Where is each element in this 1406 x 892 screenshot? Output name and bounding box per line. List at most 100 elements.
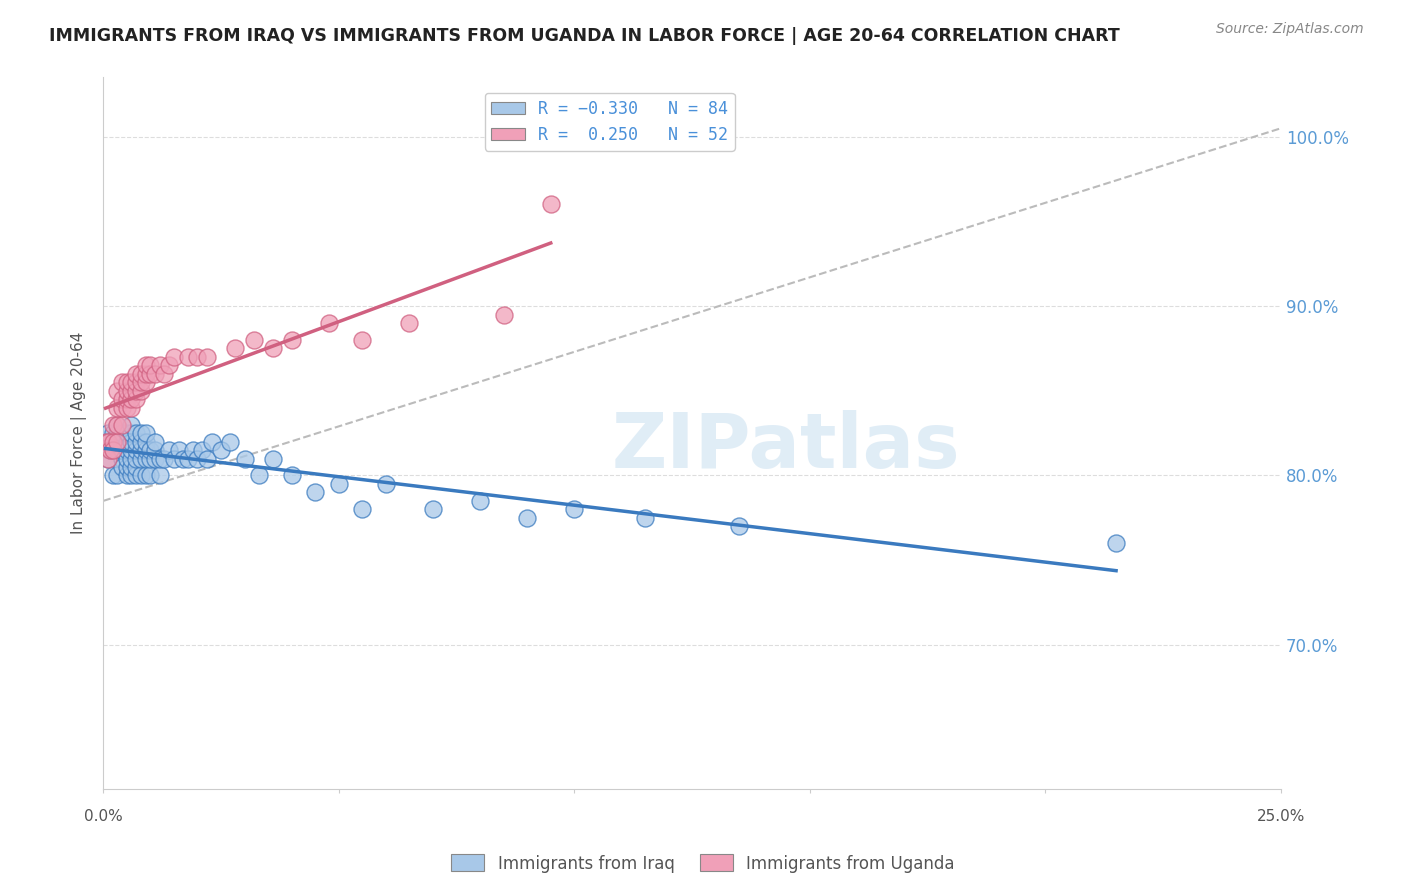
Point [468,494,491,508]
Point [121,376,143,390]
Point [262,451,284,466]
Point [177,451,200,466]
Point [139,367,162,381]
Point [135,426,157,441]
Point [97,451,120,466]
Legend: R = −0.330   N = 84, R =  0.250   N = 52: R = −0.330 N = 84, R = 0.250 N = 52 [485,93,735,151]
Text: 0.0%: 0.0% [84,809,122,824]
Text: ZIPatlas: ZIPatlas [612,410,960,484]
Point [135,443,157,458]
Point [98,443,121,458]
Point [97,434,120,449]
Point [105,468,128,483]
Point [728,519,751,533]
Point [125,468,148,483]
Point [101,417,124,432]
Point [209,443,232,458]
Point [139,468,162,483]
Point [1105,536,1128,550]
Point [135,451,157,466]
Point [129,426,152,441]
Point [135,367,157,381]
Point [115,460,138,475]
Point [139,443,162,458]
Point [105,417,128,432]
Point [125,392,148,407]
Point [105,426,128,441]
Point [163,350,186,364]
Point [101,434,124,449]
Point [153,451,176,466]
Point [111,417,134,432]
Point [200,434,222,449]
Point [115,392,138,407]
Point [111,392,134,407]
Point [129,451,152,466]
Point [219,434,242,449]
Point [111,443,134,458]
Point [195,451,218,466]
Text: IMMIGRANTS FROM IRAQ VS IMMIGRANTS FROM UGANDA IN LABOR FORCE | AGE 20-64 CORREL: IMMIGRANTS FROM IRAQ VS IMMIGRANTS FROM … [49,27,1121,45]
Point [125,426,148,441]
Point [111,376,134,390]
Point [167,443,190,458]
Point [129,376,152,390]
Point [280,468,302,483]
Point [634,511,657,525]
Text: 25.0%: 25.0% [1257,809,1305,824]
Point [104,434,127,449]
Point [186,350,208,364]
Point [111,401,134,415]
Point [186,451,208,466]
Point [115,468,138,483]
Point [125,376,148,390]
Point [398,316,420,330]
Point [121,401,143,415]
Point [135,376,157,390]
Point [195,350,218,364]
Point [149,359,172,373]
Point [143,443,166,458]
Point [105,434,128,449]
Point [149,468,172,483]
Point [233,451,256,466]
Point [139,359,162,373]
Point [105,443,128,458]
Point [111,451,134,466]
Point [280,333,302,347]
Point [181,443,204,458]
Point [121,443,143,458]
Point [125,443,148,458]
Point [97,451,120,466]
Point [115,434,138,449]
Point [111,460,134,475]
Point [143,434,166,449]
Point [97,426,120,441]
Point [224,342,246,356]
Point [129,367,152,381]
Point [94,434,117,449]
Point [540,197,562,211]
Legend: Immigrants from Iraq, Immigrants from Uganda: Immigrants from Iraq, Immigrants from Ug… [444,847,962,880]
Point [115,426,138,441]
Point [157,443,180,458]
Point [163,451,186,466]
Point [121,384,143,398]
Point [125,451,148,466]
Point [139,451,162,466]
Point [143,367,166,381]
Point [115,376,138,390]
Point [105,417,128,432]
Point [318,316,340,330]
Point [121,468,143,483]
Point [129,443,152,458]
Point [492,308,515,322]
Point [129,434,152,449]
Point [125,460,148,475]
Point [115,401,138,415]
Point [101,426,124,441]
Point [247,468,270,483]
Point [94,434,117,449]
Point [191,443,214,458]
Point [149,451,172,466]
